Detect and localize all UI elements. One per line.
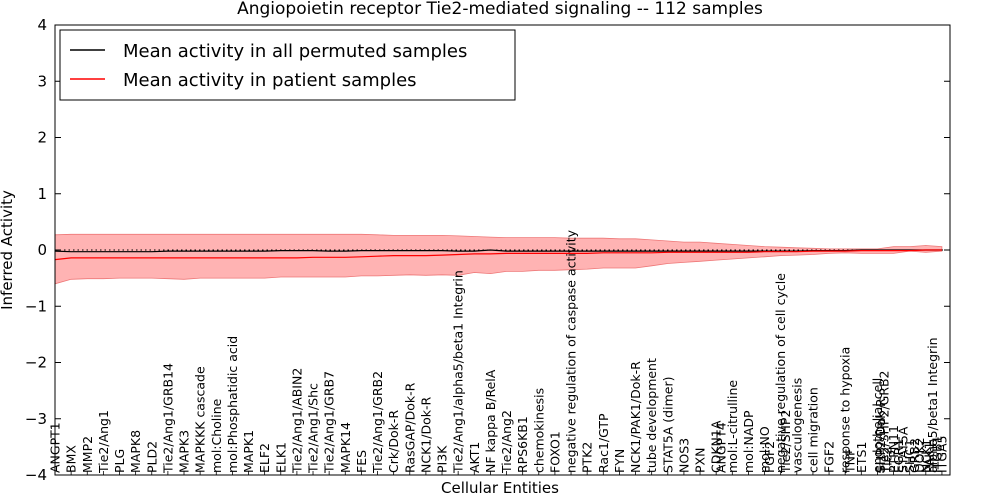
x-tick-label: AKT1 [467,442,482,473]
x-tick-label: ITGA5 [934,435,949,473]
x-tick-label: PTPN11 [886,425,901,473]
x-tick-label: Tie2/Ang1/GRB7 [322,371,337,474]
y-tick-label: 1 [37,185,47,203]
series-line-patient [54,249,942,261]
x-tick-label: RasGAP/Dok-R [402,382,417,473]
x-tick-label: negative regulation of cell cycle [773,273,788,473]
legend-box [59,29,516,101]
x-tick-label: vasculogenesis [789,378,804,473]
x-tick-label: chemokinesis [531,388,546,473]
x-tick-label: PAK1 [922,442,937,473]
x-tick-label: mol:Phosphatidic acid [225,336,240,473]
chart-title: Angiopoietin receptor Tie2-mediated sign… [237,0,763,19]
x-tick-label: Tie2/SHP2/GRB2 [876,370,891,474]
x-tick-label: PLD2 [144,441,159,473]
x-tick-label: Tie2/Ang1/ABIN2 [289,368,304,474]
x-tick-label: GRB2 [907,438,922,473]
legend-entry-patient: Mean activity in patient samples [123,70,417,91]
x-tick-label: Rac1/GTP [596,413,611,473]
x-tick-label: Crk/Dok-R [386,410,401,473]
x-tick-label: MAPK1 [241,430,256,473]
x-tick-label: Tie2/Ang1/alpha5/beta1 Integrin [451,270,466,474]
x-tick-label: PXN [693,448,708,473]
x-tick-label: MMP2 [80,436,95,473]
y-tick-label: −2 [25,354,47,372]
x-tick-label: alpha5/beta1 Integrin [925,337,940,473]
x-tick-label: negative regulation of caspase activity [564,229,579,473]
x-tick-label: tube development [644,358,659,473]
y-tick-label: 2 [37,129,47,147]
x-tick-label: STAT5A [896,426,911,473]
plot-frame [54,24,951,476]
x-tick-label: MAPK8 [128,430,143,473]
x-tick-label: Tie2/SHP2 [778,410,793,474]
x-tick-label: NCK1/Dok-R [418,397,433,473]
legend: Mean activity in all permuted samples Me… [59,29,516,101]
x-tick-label: DOK2 [912,437,927,473]
x-tick-label: NCK1/PAK1/Dok-R [628,361,643,473]
x-tick-label: mol:Choline [209,398,224,473]
x-tick-label: MAPK3 [177,430,192,473]
x-tick-label: Tie2/Ang2 [499,410,514,474]
x-tick-label: mol:L-citrulline [725,380,740,473]
x-tick-label: STAT5A (dimer) [660,377,675,473]
x-tick-label: NF kappa B/RelA [483,369,498,473]
x-tick-label: BMX [64,445,79,473]
y-tick-label: 0 [37,241,47,259]
x-tick-label: mol:NO [757,426,772,473]
x-tick-label: NCK1 [918,439,933,473]
x-tick-label: MAPK14 [338,422,353,473]
x-tick-label: ELF2 [257,443,272,473]
x-tick-label: ELK1 [273,442,288,473]
x-tick-label: cell migration [805,387,820,473]
x-tick-label: Tie2/Ang1/GRB2 [370,371,385,474]
x-tick-label: Tie2/Ang1 [96,410,111,474]
x-axis-label: Cellular Entities [441,479,559,497]
x-tick-label: ANGPT4 [714,422,729,473]
x-tick-label: SHP2/Dok-R [873,398,888,473]
x-tick-label: Tie2 [880,447,895,474]
x-tick-label: PTK2 [580,442,595,473]
x-tick-label: EGR1 [891,439,906,473]
x-tick-label: ITGB1 [930,435,945,473]
x-tick-label: FYN [612,449,627,473]
x-tick-label: FES [354,450,369,473]
x-tick-label: PI3K [435,445,450,473]
y-tick-label: 4 [37,16,47,34]
x-tick-label: Tie2/Ang1/Shc [306,383,321,474]
x-tick-label: mol:NADP [741,410,756,473]
y-tick-label: −1 [25,297,47,315]
y-tick-label: −4 [25,466,47,484]
y-axis-label: Inferred Activity [0,190,16,310]
x-tick-label: FGF2 [762,441,777,473]
x-tick-label: ETS1 [854,442,869,473]
x-tick-label: CDKN1A [709,420,724,473]
x-tick-label: response to hypoxia [838,347,853,473]
x-tick-label: TNF [843,449,858,474]
y-tick-label: 3 [37,72,47,90]
x-tick-label: Tie2/Ang1/GRB14 [160,363,175,474]
y-tick-label: −3 [25,410,47,428]
x-tick-label: NOS3 [676,438,691,473]
x-tick-label: PLG [112,449,127,473]
x-tick-label: FGF2 [822,441,837,473]
x-tick-label: MAPKKK cascade [193,366,208,473]
x-tick-label: RPS6KB1 [515,416,530,473]
legend-entry-permuted: Mean activity in all permuted samples [123,41,467,62]
x-tick-label: endothelial cell [870,378,885,473]
band-area [54,233,943,285]
x-tick-label: FOXO1 [547,431,562,473]
x-tick-label: SHC1 [902,439,917,473]
